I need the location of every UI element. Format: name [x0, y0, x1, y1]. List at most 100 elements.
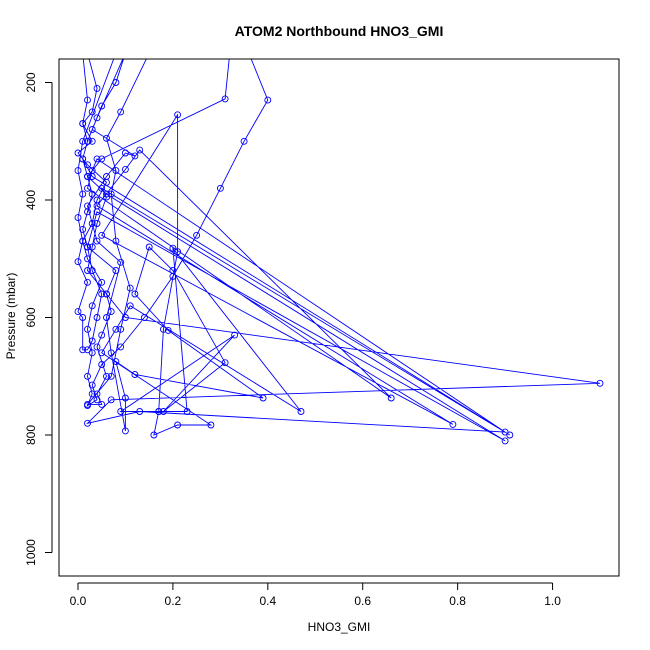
chart-title: ATOM2 Northbound HNO3_GMI [235, 23, 444, 39]
data-point [88, 381, 96, 389]
data-point [107, 349, 115, 357]
data-point [79, 120, 87, 128]
data-point [88, 137, 96, 145]
series-line [77, 59, 601, 442]
data-point [93, 220, 101, 227]
data-point [121, 149, 129, 157]
data-point [501, 437, 509, 445]
data-point [126, 284, 134, 292]
y-axis-label: Pressure (mbar) [4, 273, 18, 360]
data-point [79, 237, 87, 245]
data-point [88, 173, 96, 180]
data-point [121, 394, 129, 402]
data-point [159, 325, 167, 333]
data-point [131, 371, 139, 378]
data-point [88, 337, 96, 345]
data-point [107, 190, 115, 198]
data-point [88, 126, 96, 133]
x-tick-label: 0.4 [259, 594, 276, 608]
data-point [140, 314, 148, 321]
data-point [93, 314, 101, 321]
data-point [84, 173, 91, 180]
data-point [112, 237, 120, 245]
data-point [131, 290, 139, 298]
data-point [126, 302, 134, 310]
data-point [98, 331, 106, 339]
data-point [121, 314, 129, 321]
data-point [74, 258, 82, 266]
data-point [107, 396, 115, 404]
data-point [98, 102, 106, 110]
data-point [107, 372, 115, 380]
data-point [74, 149, 82, 157]
data-point [174, 248, 182, 256]
data-point [387, 394, 395, 402]
data-point [84, 137, 91, 145]
data-point [74, 167, 82, 175]
data-point [84, 184, 91, 192]
data-point [98, 184, 106, 192]
y-tick-label: 800 [24, 425, 38, 445]
data-point [103, 372, 110, 380]
data-point [207, 421, 215, 429]
data-point [84, 325, 91, 333]
data-point [79, 137, 87, 145]
series-layer [74, 59, 604, 445]
data-point [117, 343, 125, 351]
data-point [221, 95, 229, 103]
data-point [93, 114, 101, 122]
data-point [159, 408, 167, 415]
data-point [79, 190, 87, 198]
data-point [112, 79, 120, 86]
x-tick-label: 0.8 [449, 594, 466, 608]
x-tick-label: 0.2 [165, 594, 182, 608]
data-point [98, 400, 106, 408]
data-point [169, 267, 177, 274]
data-point [112, 358, 120, 366]
data-point [84, 161, 91, 169]
data-point [88, 108, 96, 116]
data-point [88, 390, 96, 398]
data-point [121, 165, 129, 173]
data-point [117, 258, 125, 266]
data-point [98, 231, 106, 239]
data-point [240, 137, 248, 145]
y-tick-label: 1000 [24, 539, 38, 566]
y-tick-label: 200 [24, 72, 38, 92]
data-point [449, 420, 457, 428]
data-point [216, 184, 224, 192]
data-point [121, 427, 129, 435]
data-point [98, 290, 106, 298]
data-point [136, 408, 144, 415]
data-point [93, 237, 101, 245]
data-point [98, 361, 106, 368]
data-point [93, 155, 101, 163]
data-point [88, 243, 96, 251]
data-point [84, 400, 91, 408]
y-tick-label: 600 [24, 307, 38, 327]
data-point [74, 214, 82, 222]
data-point [103, 290, 110, 298]
data-point [506, 431, 514, 439]
data-point [98, 278, 106, 286]
data-point [103, 134, 110, 142]
data-point [112, 267, 120, 274]
data-point [79, 314, 87, 321]
data-point [98, 155, 106, 163]
data-point [79, 225, 87, 233]
data-point [88, 267, 96, 274]
data-point [88, 220, 96, 227]
data-point [596, 379, 604, 387]
data-point [193, 231, 201, 239]
data-point [84, 372, 91, 380]
data-point [88, 190, 96, 198]
data-point [169, 244, 177, 252]
data-point [112, 325, 120, 333]
data-point [84, 419, 91, 427]
data-point [84, 346, 91, 354]
x-axis-label: HNO3_GMI [308, 620, 371, 634]
data-point [150, 431, 158, 439]
data-point [93, 343, 101, 351]
data-point [117, 325, 125, 333]
